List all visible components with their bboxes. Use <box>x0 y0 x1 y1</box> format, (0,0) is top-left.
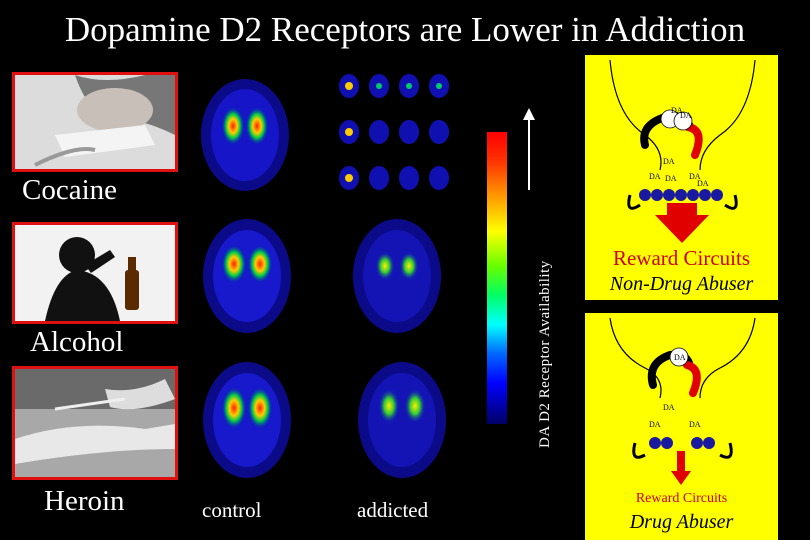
non-drug-panel-title: Reward Circuits <box>612 246 751 270</box>
da-molecule-label: DA <box>665 174 677 183</box>
da-molecule-label: DA <box>663 403 675 412</box>
row-label-heroin: Heroin <box>44 485 125 517</box>
scan-thumbnail-grid <box>339 74 449 190</box>
row-label-alcohol: Alcohol <box>30 326 124 358</box>
da-molecule-label: DA <box>663 157 675 166</box>
da-molecule-label: DA <box>674 353 686 362</box>
up-arrow-icon <box>523 108 535 190</box>
da-molecule-label: DA <box>671 106 683 115</box>
receptor-color-scale <box>487 132 507 424</box>
drug-abuser-panel: DA DA DA DA Reward Circuits Drug Abuser <box>585 313 778 540</box>
colorbar-axis-label: DA D2 Receptor Availability <box>537 260 553 448</box>
da-molecule-label: DA <box>689 172 701 181</box>
column-label-control: control <box>202 498 262 522</box>
addicted-scan-heroin <box>358 362 446 478</box>
row-label-cocaine: Cocaine <box>22 174 118 206</box>
drug-panel-subtitle: Drug Abuser <box>629 511 734 533</box>
da-molecule-label: DA <box>649 420 661 429</box>
control-scan-cocaine <box>201 79 289 191</box>
drug-panel-title: Reward Circuits <box>635 491 728 506</box>
slide-title: Dopamine D2 Receptors are Lower in Addic… <box>64 10 746 49</box>
addicted-scan-alcohol <box>353 219 441 333</box>
da-molecule-label: DA <box>680 111 692 120</box>
column-label-addicted: addicted <box>357 498 429 522</box>
non-drug-abuser-panel: DA DA DA DA DA DA DA Reward Circuits Non… <box>585 55 778 300</box>
non-drug-panel-subtitle: Non-Drug Abuser <box>609 273 754 295</box>
alcohol-photo <box>12 222 178 324</box>
control-scan-heroin <box>203 362 291 478</box>
da-molecule-label: DA <box>689 420 701 429</box>
da-molecule-label: DA <box>649 172 661 181</box>
control-scan-alcohol <box>203 219 291 333</box>
da-molecule-label: DA <box>697 179 709 188</box>
cocaine-photo <box>12 72 178 172</box>
heroin-photo <box>12 366 178 480</box>
